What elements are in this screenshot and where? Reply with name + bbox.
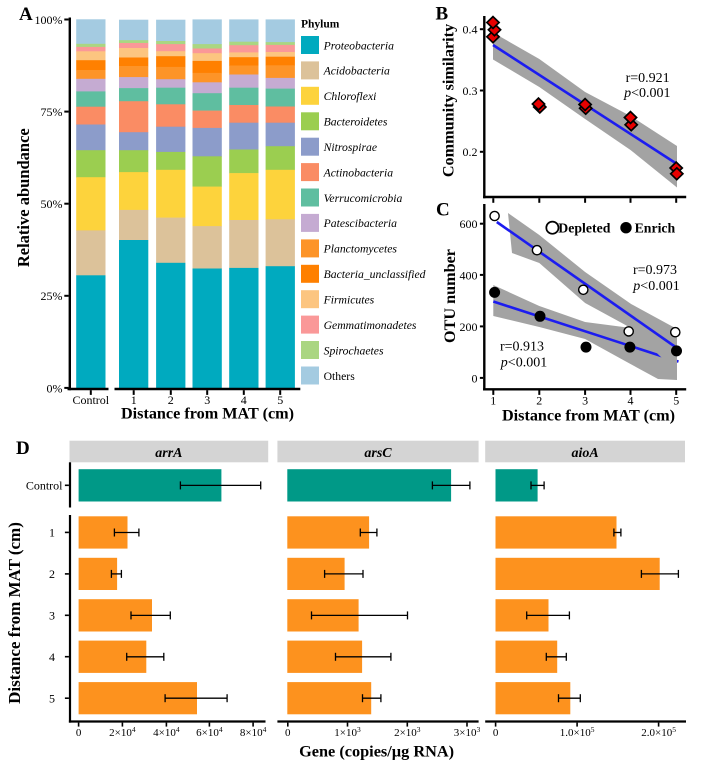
svg-text:Distance from MAT (cm): Distance from MAT (cm) xyxy=(5,522,24,704)
svg-text:0.2: 0.2 xyxy=(463,145,478,159)
svg-text:aioA: aioA xyxy=(571,446,598,461)
svg-text:p<0.001: p<0.001 xyxy=(500,356,547,371)
svg-text:arrA: arrA xyxy=(155,446,182,461)
svg-text:0: 0 xyxy=(472,371,478,385)
svg-text:4×104: 4×104 xyxy=(153,725,180,739)
svg-text:Control: Control xyxy=(72,393,109,407)
svg-text:0%: 0% xyxy=(47,381,63,395)
svg-text:Others: Others xyxy=(324,370,356,383)
svg-text:3×103: 3×103 xyxy=(454,725,481,739)
svg-text:Distance from MAT (cm): Distance from MAT (cm) xyxy=(121,405,294,423)
svg-text:Enrich: Enrich xyxy=(635,220,676,235)
svg-text:Verrucomicrobia: Verrucomicrobia xyxy=(324,192,403,205)
svg-text:Gene (copies/µg RNA): Gene (copies/µg RNA) xyxy=(299,742,454,761)
svg-text:r=0.921: r=0.921 xyxy=(626,71,670,86)
svg-text:3: 3 xyxy=(204,393,210,407)
svg-text:2: 2 xyxy=(168,393,174,407)
svg-text:1×103: 1×103 xyxy=(334,725,361,739)
svg-text:1: 1 xyxy=(49,526,55,540)
svg-text:1.0×105: 1.0×105 xyxy=(560,725,595,739)
svg-text:D: D xyxy=(16,438,30,459)
svg-text:0.4: 0.4 xyxy=(463,23,478,37)
svg-text:200: 200 xyxy=(460,320,478,334)
svg-text:0: 0 xyxy=(76,727,82,739)
svg-text:Bacteroidetes: Bacteroidetes xyxy=(324,116,388,129)
svg-text:6×104: 6×104 xyxy=(196,725,223,739)
svg-text:2×103: 2×103 xyxy=(394,725,421,739)
svg-text:5: 5 xyxy=(673,393,679,407)
svg-text:A: A xyxy=(19,4,33,25)
svg-text:1: 1 xyxy=(131,393,137,407)
svg-text:Spirochaetes: Spirochaetes xyxy=(324,344,384,357)
svg-text:4: 4 xyxy=(241,393,247,407)
svg-text:Distance from MAT (cm): Distance from MAT (cm) xyxy=(502,406,675,424)
svg-text:4: 4 xyxy=(628,393,634,407)
svg-text:Actinobacteria: Actinobacteria xyxy=(323,166,394,179)
svg-text:Nitrospirae: Nitrospirae xyxy=(323,141,377,154)
svg-text:75%: 75% xyxy=(41,105,63,119)
svg-text:Phylum: Phylum xyxy=(301,18,340,30)
svg-text:Planctomycetes: Planctomycetes xyxy=(323,243,398,256)
svg-text:3: 3 xyxy=(49,609,55,623)
svg-text:8×104: 8×104 xyxy=(240,725,267,739)
svg-text:25%: 25% xyxy=(41,289,63,303)
svg-text:arsC: arsC xyxy=(364,446,392,461)
svg-text:50%: 50% xyxy=(41,197,63,211)
svg-text:Control: Control xyxy=(26,479,63,493)
svg-text:2.0×105: 2.0×105 xyxy=(641,725,676,739)
svg-text:Acidobacteria: Acidobacteria xyxy=(323,65,390,78)
svg-text:p<0.001: p<0.001 xyxy=(632,279,679,294)
svg-text:Bacteria_unclassified: Bacteria_unclassified xyxy=(324,268,426,281)
svg-text:3: 3 xyxy=(582,393,588,407)
svg-text:5: 5 xyxy=(49,692,55,706)
svg-text:Depleted: Depleted xyxy=(558,220,610,235)
svg-text:100%: 100% xyxy=(35,13,63,27)
svg-text:2×104: 2×104 xyxy=(109,725,136,739)
svg-text:r=0.913: r=0.913 xyxy=(500,340,544,355)
svg-text:Patescibacteria: Patescibacteria xyxy=(323,217,398,230)
svg-text:600: 600 xyxy=(460,217,478,231)
svg-text:B: B xyxy=(436,3,449,24)
svg-text:0: 0 xyxy=(285,727,291,739)
svg-text:OTU number: OTU number xyxy=(441,249,459,343)
svg-text:r=0.973: r=0.973 xyxy=(633,263,677,278)
svg-text:Chloroflexi: Chloroflexi xyxy=(324,90,377,103)
svg-text:Proteobacteria: Proteobacteria xyxy=(323,39,394,52)
svg-text:1: 1 xyxy=(490,393,496,407)
svg-text:Relative abundance: Relative abundance xyxy=(14,128,33,267)
svg-text:0.3: 0.3 xyxy=(463,84,478,98)
svg-text:p<0.001: p<0.001 xyxy=(623,86,670,101)
svg-text:Gemmatimonadetes: Gemmatimonadetes xyxy=(324,319,417,332)
svg-text:5: 5 xyxy=(277,393,283,407)
svg-text:Firmicutes: Firmicutes xyxy=(323,294,375,307)
svg-text:2: 2 xyxy=(49,567,55,581)
svg-text:0: 0 xyxy=(493,727,499,739)
svg-text:4: 4 xyxy=(49,650,55,664)
svg-text:C: C xyxy=(436,200,450,221)
svg-text:Community similarity: Community similarity xyxy=(440,24,458,177)
svg-text:400: 400 xyxy=(460,268,478,282)
svg-text:2: 2 xyxy=(536,393,542,407)
